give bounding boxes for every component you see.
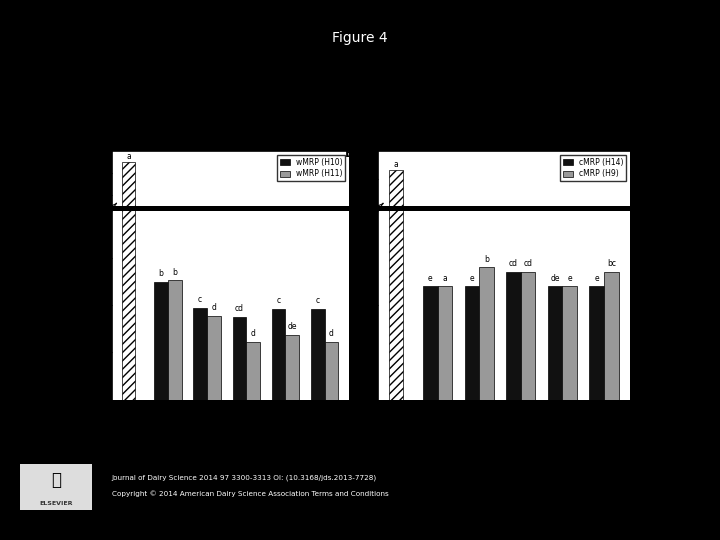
Text: Copyright © 2014 American Dairy Science Association Terms and Conditions: Copyright © 2014 American Dairy Science … <box>112 491 388 497</box>
Text: Figure 4: Figure 4 <box>332 31 388 45</box>
Text: de: de <box>550 274 560 282</box>
Text: cd: cd <box>235 304 244 313</box>
Bar <box>604 306 618 342</box>
Bar <box>207 235 221 239</box>
Text: c: c <box>276 296 281 305</box>
Bar <box>325 236 338 239</box>
Bar <box>506 272 521 400</box>
Bar <box>548 309 562 342</box>
Bar <box>521 306 536 342</box>
Bar <box>480 304 494 342</box>
Bar <box>423 309 438 342</box>
Bar <box>464 286 480 400</box>
Bar <box>506 306 521 342</box>
Text: d: d <box>329 329 334 338</box>
Text: e: e <box>567 274 572 282</box>
Text: 🌳: 🌳 <box>51 471 61 489</box>
Text: ELSEVIER: ELSEVIER <box>40 501 73 506</box>
Text: b: b <box>158 269 163 278</box>
Bar <box>480 267 494 400</box>
Text: b: b <box>484 255 489 264</box>
Text: d: d <box>212 303 216 312</box>
Text: e: e <box>469 274 474 282</box>
Bar <box>193 308 207 400</box>
Bar <box>311 234 325 239</box>
Bar <box>246 236 260 239</box>
Bar <box>122 0 135 400</box>
Bar <box>590 309 604 342</box>
Text: c: c <box>316 296 320 305</box>
Bar <box>271 309 285 400</box>
Bar <box>390 0 402 400</box>
Legend: wMRP (H10), wMRP (H11): wMRP (H10), wMRP (H11) <box>277 155 346 181</box>
Bar <box>285 235 300 239</box>
Bar <box>311 309 325 400</box>
Text: A: A <box>81 147 90 160</box>
Text: B: B <box>346 147 355 160</box>
Text: e: e <box>428 274 433 282</box>
Text: d: d <box>251 329 256 338</box>
Text: c: c <box>198 295 202 304</box>
Bar <box>423 286 438 400</box>
Bar <box>562 286 577 400</box>
Bar <box>438 286 452 400</box>
Bar <box>464 309 480 342</box>
Text: cMRP: cMRP <box>508 460 533 469</box>
Text: de: de <box>287 322 297 331</box>
Y-axis label: IC₅₀ (mg/mL): IC₅₀ (mg/mL) <box>85 279 94 332</box>
Bar <box>604 272 618 400</box>
Text: cd: cd <box>509 259 518 268</box>
Bar <box>548 286 562 400</box>
Bar <box>590 286 604 400</box>
Text: a: a <box>443 274 447 282</box>
Text: a: a <box>394 160 398 169</box>
Bar <box>233 235 246 239</box>
Y-axis label: IC₅₀ (mg/mL): IC₅₀ (mg/mL) <box>351 279 361 332</box>
Text: Journal of Dairy Science 2014 97 3300-3313 OI: (10.3168/jds.2013-7728): Journal of Dairy Science 2014 97 3300-33… <box>112 475 377 481</box>
Bar <box>193 234 207 239</box>
Bar <box>562 309 577 342</box>
Bar <box>154 282 168 400</box>
Bar <box>285 335 300 400</box>
Bar <box>154 233 168 239</box>
Bar <box>122 162 135 239</box>
Text: a: a <box>126 152 131 161</box>
Bar <box>271 234 285 239</box>
Text: b: b <box>172 268 177 276</box>
Text: wMRP: wMRP <box>233 460 260 469</box>
Bar <box>246 342 260 400</box>
Legend: cMRP (H14), cMRP (H9): cMRP (H14), cMRP (H9) <box>560 155 626 181</box>
Text: cd: cd <box>523 259 533 268</box>
Bar <box>521 272 536 400</box>
Text: e: e <box>595 274 599 282</box>
Bar <box>207 316 221 400</box>
Bar <box>438 309 452 342</box>
Bar <box>233 317 246 400</box>
Text: bc: bc <box>607 259 616 268</box>
Bar <box>390 170 402 342</box>
Bar <box>168 233 181 239</box>
Bar <box>168 280 181 400</box>
Bar <box>325 342 338 400</box>
